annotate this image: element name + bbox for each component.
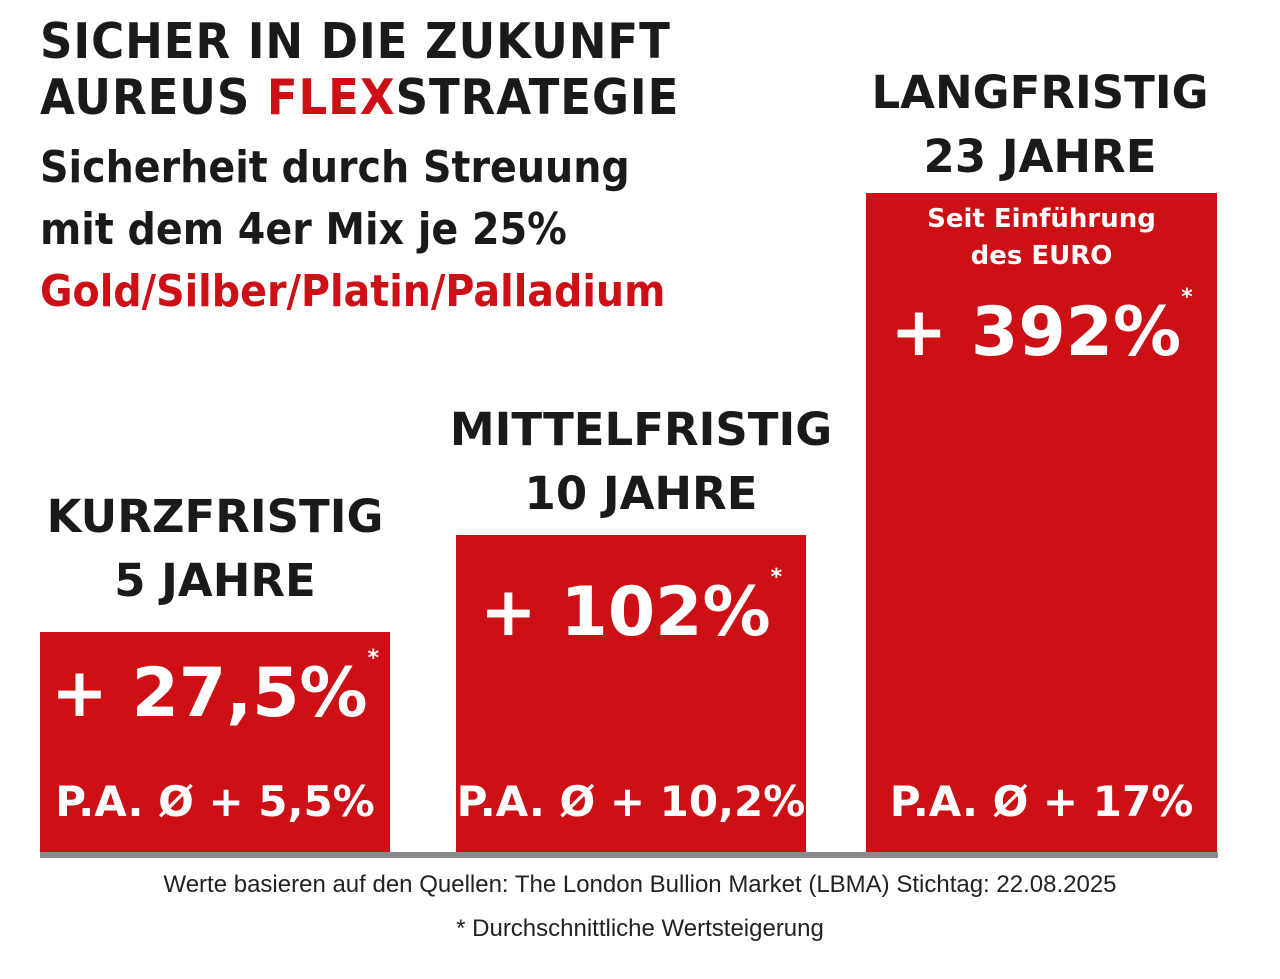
bar-label-3: LANGFRISTIG 23 JAHRE [840,61,1240,189]
bar-kurzfristig: + 27,5%* P.A. Ø + 5,5% [40,632,390,854]
source-note: Werte basieren auf den Quellen: The Lond… [163,871,1117,898]
subtitle-metals: Gold/Silber/Platin/Palladium [40,266,666,317]
asterisk: * [770,565,783,590]
bar-title: KURZFRISTIG [46,490,384,543]
asterisk: * [367,646,380,671]
note-line1: Seit Einführung [927,204,1156,234]
bar-pa-label: P.A. Ø + 5,5% [55,777,375,826]
bar-mittelfristig: + 102%* P.A. Ø + 10,2% [456,535,806,854]
bar-period: 23 JAHRE [923,130,1157,183]
bar-value-label: + 102%* [479,565,783,652]
bar-note: Seit Einführung des EURO [866,201,1217,275]
bar-pa-label: P.A. Ø + 10,2% [456,777,806,826]
headline-aureus: AUREUS [40,69,267,126]
headline: SICHER IN DIE ZUKUNFT AUREUS FLEXSTRATEG… [40,14,679,126]
asterisk: * [1181,285,1193,310]
subtitle-1: Sicherheit durch Streuung [40,142,630,193]
headline-flex: FLEX [266,69,396,126]
bar-langfristig: Seit Einführung des EURO + 392%* P.A. Ø … [866,193,1217,854]
subtitle-2: mit dem 4er Mix je 25% [40,204,567,255]
bar-pa-label: P.A. Ø + 17% [889,777,1194,826]
baseline [40,852,1218,858]
headline-strategie: STRATEGIE [395,69,680,126]
bar-value-label: + 392%* [890,285,1193,372]
headline-line2: AUREUS FLEXSTRATEGIE [40,70,679,126]
bar-label-2: MITTELFRISTIG 10 JAHRE [431,398,851,526]
bar-period: 5 JAHRE [114,554,316,607]
bar-label-1: KURZFRISTIG 5 JAHRE [40,485,390,613]
footnote: * Durchschnittliche Wertsteigerung [456,915,824,942]
bar-period: 10 JAHRE [524,467,758,520]
bar-title: MITTELFRISTIG [449,403,833,456]
note-line2: des EURO [970,241,1113,271]
headline-line1: SICHER IN DIE ZUKUNFT [40,13,671,70]
bar-title: LANGFRISTIG [871,66,1209,119]
bar-value-label: + 27,5%* [50,646,380,733]
